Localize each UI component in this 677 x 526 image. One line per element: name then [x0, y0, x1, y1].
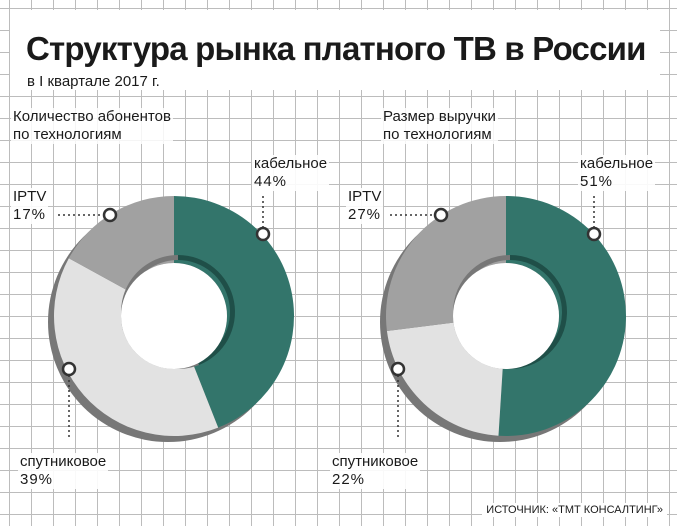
left-marker-0: [255, 226, 271, 242]
right-slice-1: [386, 322, 503, 436]
right-chart-title-line-2: по технологиям: [383, 126, 492, 143]
left-marker-2: [61, 361, 77, 377]
right-marker-1: [433, 207, 449, 223]
right-label-cable-name: кабельное: [580, 155, 654, 172]
left-chart-title: Количество абонентов по технологиям: [11, 108, 173, 144]
right-donut-hole: [453, 263, 559, 369]
chart-title: Структура рынка платного ТВ в России: [26, 30, 646, 67]
left-label-iptv: IPTV 17%: [11, 188, 49, 224]
source-note: ИСТОЧНИК: «ТМТ КОНСАЛТИНГ»: [482, 503, 667, 517]
right-label-satellite-value: 22%: [332, 471, 366, 488]
right-chart-title-line-1: Размер выручки: [383, 108, 496, 125]
left-marker-1: [102, 207, 118, 223]
chart-subtitle: в I квартале 2017 г.: [27, 73, 160, 90]
right-label-satellite-name: спутниковое: [332, 453, 419, 470]
left-label-satellite-value: 39%: [20, 471, 54, 488]
right-label-cable-value: 51%: [580, 173, 614, 190]
left-slice-1: [53, 258, 219, 437]
right-label-iptv: IPTV 27%: [346, 188, 384, 224]
right-marker-2: [390, 361, 406, 377]
right-chart-title: Размер выручки по технологиям: [381, 108, 498, 144]
left-label-iptv-value: 17%: [13, 206, 47, 223]
left-label-satellite-name: спутниковое: [20, 453, 107, 470]
right-label-iptv-name: IPTV: [348, 188, 382, 205]
left-label-cable-name: кабельное: [254, 155, 328, 172]
left-label-cable: кабельное 44%: [252, 155, 330, 191]
right-label-cable: кабельное 51%: [578, 155, 656, 191]
left-chart-title-line-1: Количество абонентов: [13, 108, 171, 125]
left-label-cable-value: 44%: [254, 173, 288, 190]
left-label-iptv-name: IPTV: [13, 188, 47, 205]
left-label-satellite: спутниковое 39%: [18, 453, 109, 489]
header-box: Структура рынка платного ТВ в России в I…: [10, 10, 660, 90]
right-label-iptv-value: 27%: [348, 206, 382, 223]
right-slice-2: [385, 196, 506, 332]
right-marker-0: [586, 226, 602, 242]
left-chart-title-line-2: по технологиям: [13, 126, 122, 143]
right-label-satellite: спутниковое 22%: [330, 453, 421, 489]
right-inner-shade-2: [453, 255, 510, 320]
left-donut-hole: [121, 263, 227, 369]
